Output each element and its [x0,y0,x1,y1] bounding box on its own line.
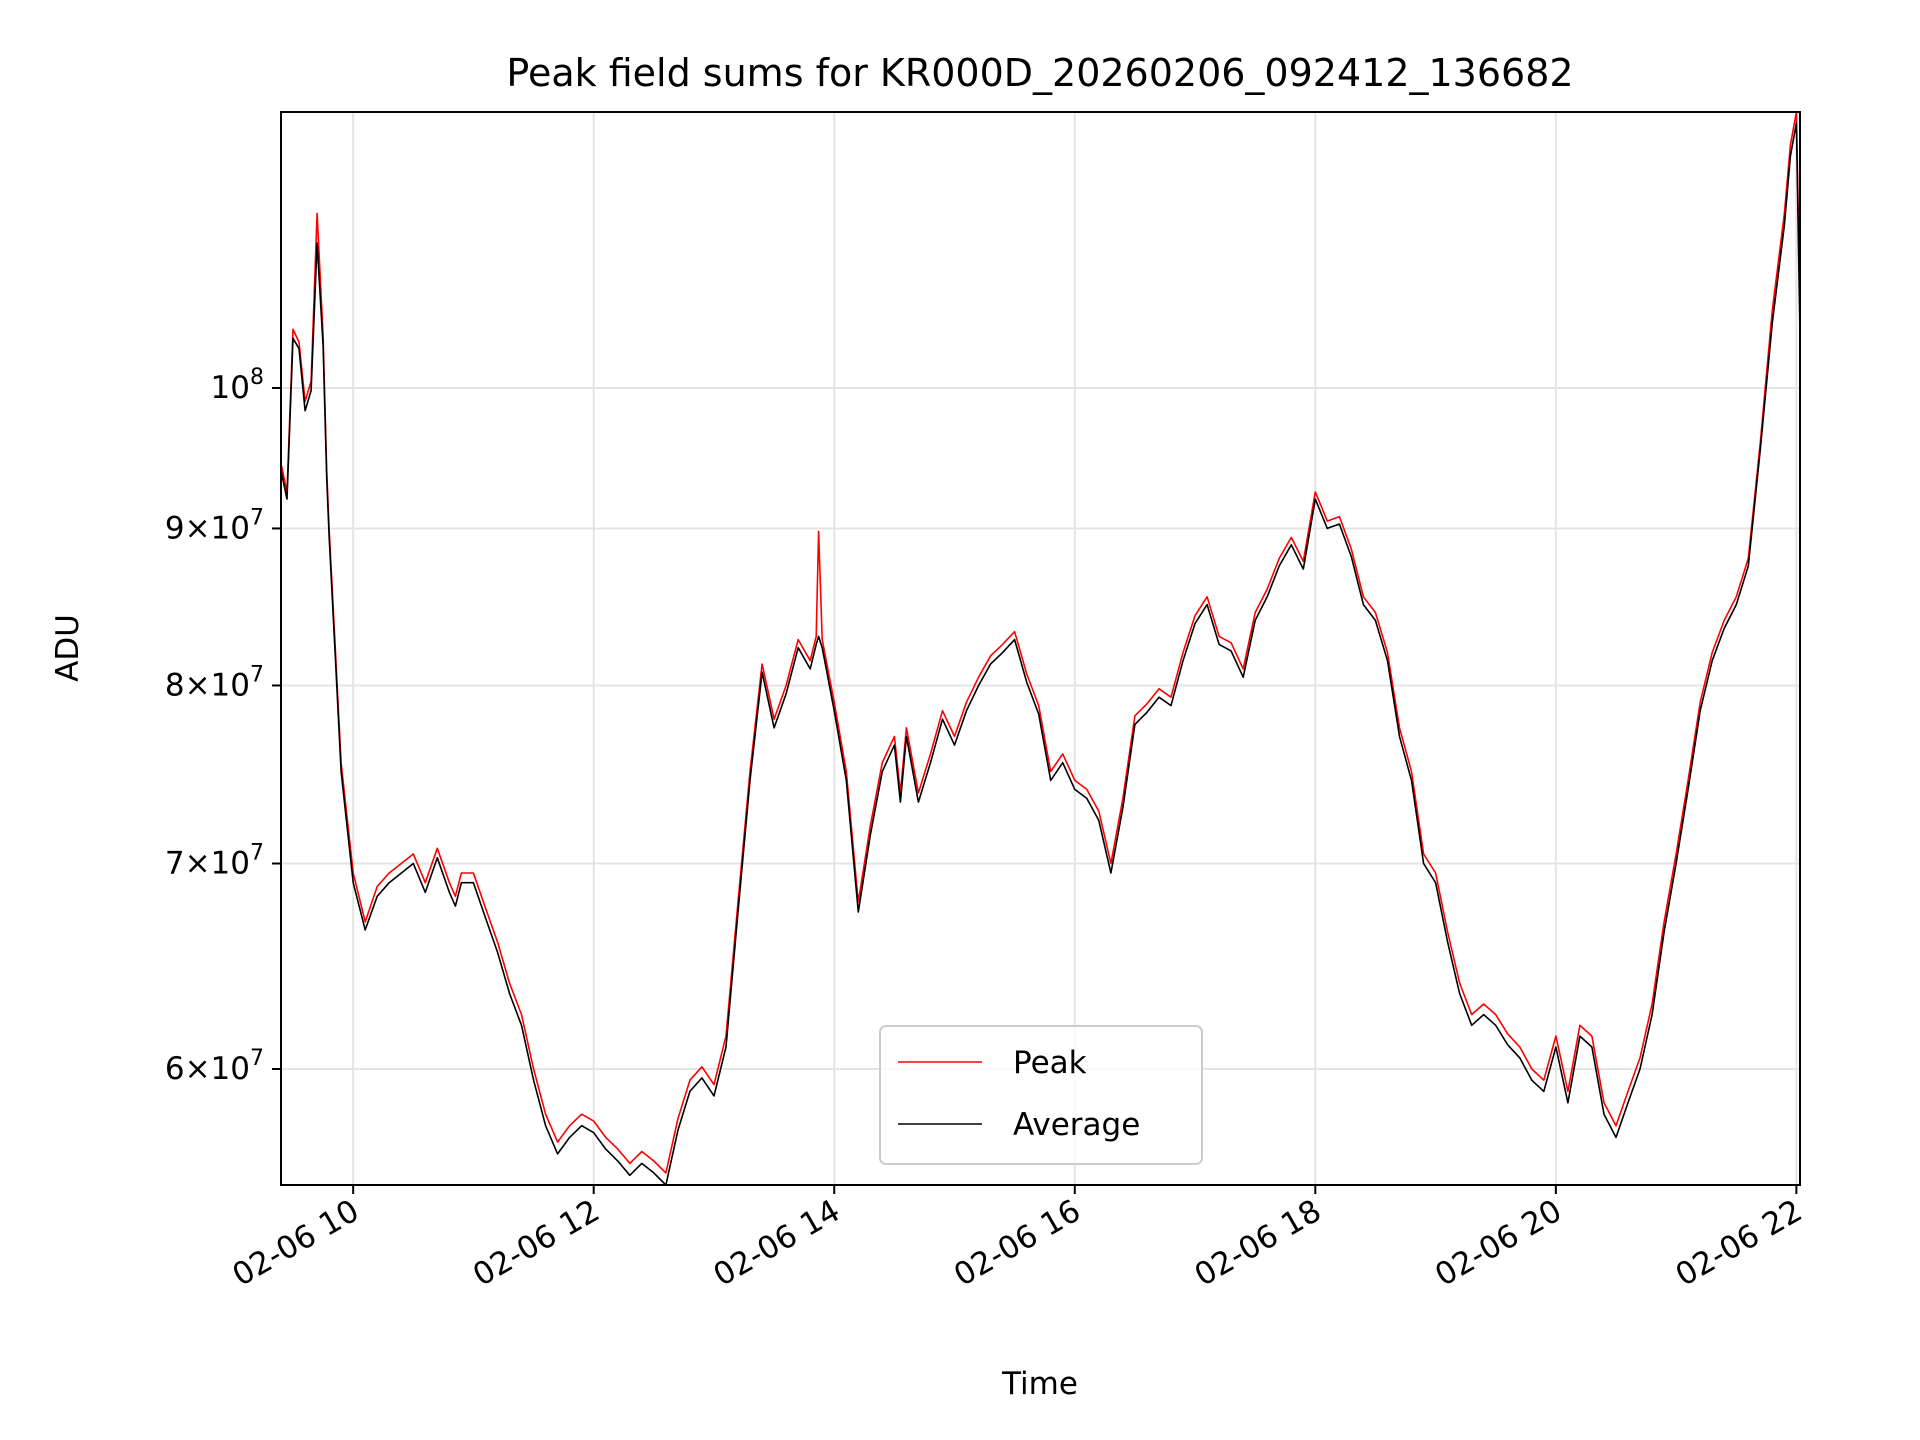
legend: Peak Average [879,1025,1203,1165]
y-axis-label: ADU [50,614,86,682]
y-axis: 6×107 7×107 8×107 9×107 108 [165,365,281,1087]
y-tick-mantissa: 7 [165,845,185,881]
y-tick-exponent: 7 [250,840,264,865]
y-tick-label: 108 [211,365,264,406]
legend-label-average: Average [1013,1107,1140,1143]
y-tick-label: 8×107 [165,662,264,703]
y-tick-label: 7×107 [165,840,264,881]
y-tick-exponent: 7 [250,1046,264,1071]
legend-label-peak: Peak [1013,1045,1087,1081]
y-tick-label: 9×107 [165,505,264,546]
y-tick-exponent: 7 [250,662,264,687]
plot-frame [280,111,1801,1186]
y-tick-exponent: 7 [250,505,264,530]
y-tick-label: 6×107 [165,1046,264,1087]
series-layer [280,111,1801,1186]
y-tick-mantissa: 6 [165,1051,185,1087]
y-tick-mantissa: 9 [165,510,185,546]
chart-title: Peak field sums for KR000D_20260206_0924… [506,51,1573,95]
x-axis-label: Time [1001,1366,1078,1402]
legend-box [879,1025,1203,1165]
y-tick-mantissa: 8 [165,667,185,703]
y-tick-exponent: 8 [250,365,264,390]
series-line-average [280,122,1801,1186]
series-line-peak [280,111,1801,1174]
